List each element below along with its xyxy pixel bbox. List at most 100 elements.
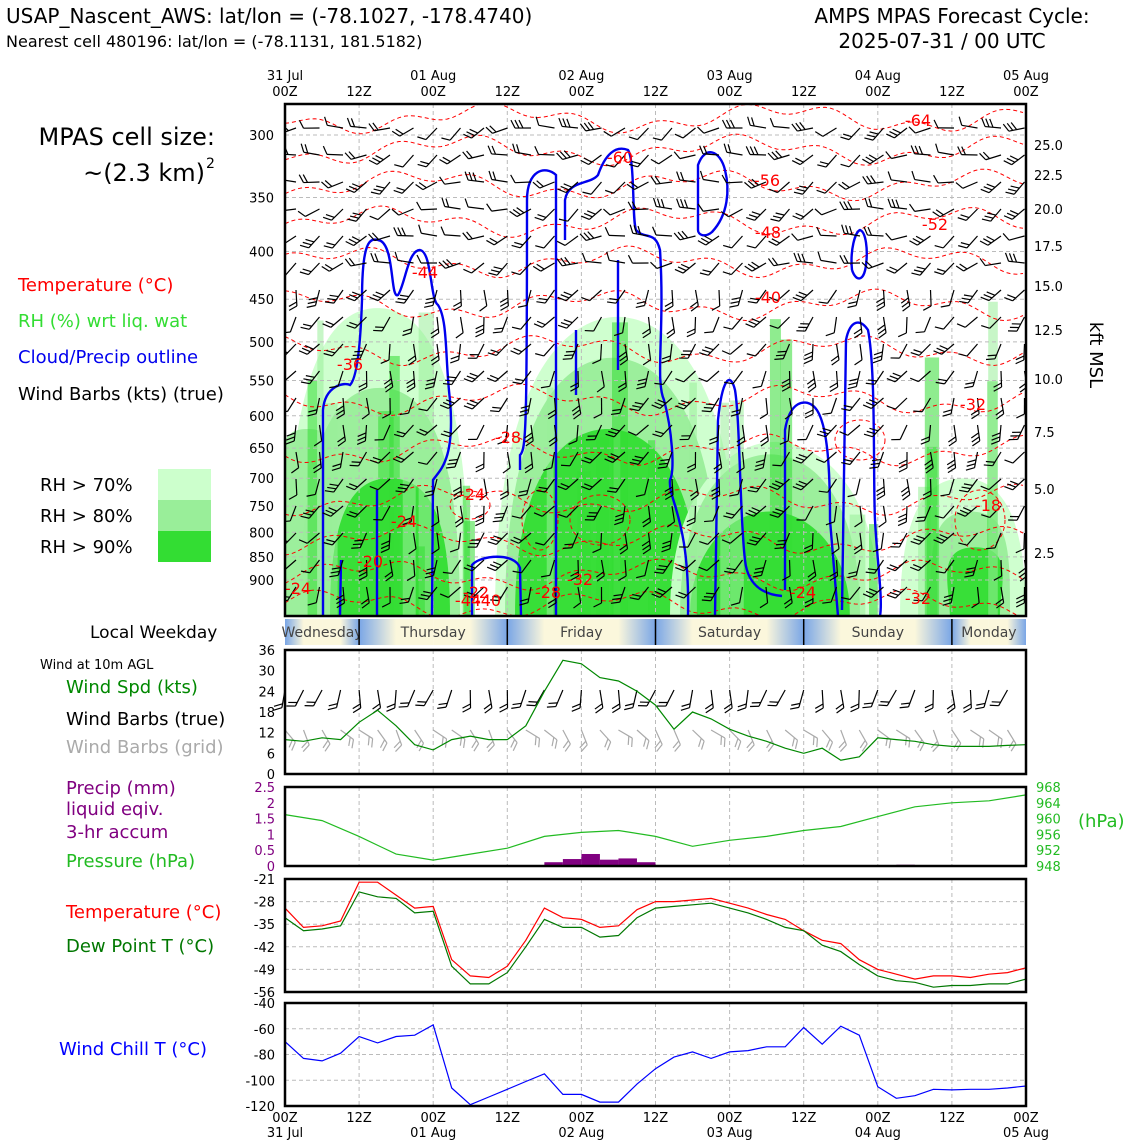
upper-wind-barb (511, 338, 531, 357)
upper-wind-barb (636, 288, 649, 309)
upper-wind-barb (488, 146, 508, 155)
surface-wind-barb-true (851, 690, 860, 712)
surface-wind-barb-true (790, 688, 804, 711)
legend-temperature: Temperature (°C) (17, 275, 173, 296)
surface-wind-barb-true (975, 688, 989, 711)
upper-wind-barb (664, 317, 675, 338)
upper-wind-barb (768, 255, 789, 266)
bottom-hour-label: 12Z (495, 1111, 521, 1126)
surface-wind-barb-true (399, 687, 415, 710)
upper-wind-barb (935, 312, 954, 332)
top-hour-label: 00Z (865, 85, 891, 100)
upper-wind-barb (347, 204, 366, 224)
temperature-contour-label: -24 (790, 583, 816, 602)
surface-wind-barb-true (351, 690, 361, 713)
upper-wind-barb (468, 340, 484, 361)
upper-wind-barb (299, 174, 319, 183)
surface-wind-barb-true (681, 689, 693, 712)
upper-wind-barb (276, 171, 297, 182)
surface-wind-barb-grid (759, 730, 775, 751)
y-tick-label: -49 (254, 963, 275, 978)
upper-wind-barb (869, 449, 883, 471)
upper-wind-barb (629, 225, 650, 236)
upper-wind-barb (981, 284, 1001, 303)
upper-wind-barb (746, 311, 766, 330)
surface-wind-barb-grid (966, 730, 987, 748)
y-tick-label: 2.5 (254, 781, 275, 796)
upper-wind-barb (911, 171, 932, 182)
temperature-contour-label: -36 (337, 355, 363, 374)
y-tick-label: -40 (254, 997, 275, 1012)
upper-wind-barb (276, 146, 296, 155)
y-tick-label: 1.5 (254, 813, 275, 828)
top-hour-label: 12Z (791, 85, 817, 100)
surface-wind-barb-grid (556, 730, 572, 751)
upper-wind-barb (679, 340, 695, 361)
upper-wind-barb (698, 229, 719, 247)
upper-wind-barb (746, 117, 767, 128)
upper-wind-barb (300, 231, 319, 251)
upper-wind-barb (475, 317, 484, 337)
pressure-tick-label: 948 (1036, 860, 1061, 875)
upper-wind-barb (817, 420, 836, 440)
upper-wind-barb (416, 175, 437, 192)
top-date-label: 02 Aug (558, 69, 604, 84)
bottom-hour-label: 00Z (865, 1111, 891, 1126)
surface-wind-barb-grid (463, 730, 480, 751)
upper-wind-barb (1003, 120, 1024, 132)
y-tick-label: 12 (258, 727, 275, 742)
upper-wind-barb (476, 452, 484, 472)
upper-wind-barb (934, 120, 954, 128)
upper-wind-barb (934, 174, 954, 183)
hpa-axis-label: (hPa) (1078, 811, 1125, 832)
upper-wind-barb (768, 147, 789, 160)
surface-wind-barb-true (547, 687, 563, 710)
rh-streak (925, 357, 939, 616)
upper-wind-barb (840, 123, 860, 143)
legend-rh: RH (%) wrt liq. wat (18, 311, 187, 332)
upper-wind-barb (323, 117, 344, 128)
pressure-tick-label: 960 (1036, 813, 1061, 828)
kft-tick-label: 10.0 (1034, 373, 1063, 388)
upper-wind-barb (910, 201, 931, 212)
upper-wind-barb (511, 144, 532, 155)
surface-wind-barb-grid (614, 730, 635, 747)
upper-wind-barb (394, 176, 414, 196)
surface-wind-barb-true (737, 689, 748, 712)
upper-wind-barb (1004, 446, 1024, 466)
upper-wind-barb (282, 314, 296, 336)
upper-wind-barb (876, 317, 887, 338)
upper-wind-barb (535, 117, 556, 128)
bottom-hour-label: 12Z (791, 1111, 817, 1126)
surface-wind-barb-grid (833, 730, 848, 752)
upper-wind-barb (1006, 177, 1025, 197)
upper-wind-barb (876, 290, 885, 310)
upper-wind-barb (439, 148, 460, 166)
upper-wind-barb (487, 201, 508, 212)
y-tick-label: 6 (267, 747, 275, 762)
surface-wind-barb-grid (355, 730, 376, 747)
y-tick-label: -100 (245, 1074, 275, 1089)
upper-wind-barb (676, 199, 697, 209)
upper-wind-barb (981, 118, 1002, 128)
upper-wind-barb (1016, 398, 1024, 418)
upper-wind-barb (723, 231, 742, 251)
upper-wind-barb (745, 256, 766, 273)
surface-wind-barb-true (328, 688, 341, 711)
upper-wind-barb (674, 228, 695, 241)
upper-wind-barb (490, 394, 507, 415)
upper-wind-barb (980, 147, 1001, 161)
forecast-cycle-label: AMPS MPAS Forecast Cycle: (814, 4, 1089, 28)
upper-wind-barb (724, 366, 742, 387)
bottom-date-label: 01 Aug (410, 1126, 456, 1140)
upper-wind-barb (346, 230, 367, 248)
wind-10m-title: Wind at 10m AGL (40, 658, 154, 673)
surface-wind-barb-true (386, 689, 396, 712)
wind-chill-panel: -120-100-80-60-40 (245, 997, 1026, 1115)
upper-wind-barb (697, 120, 719, 134)
upper-wind-barb (805, 371, 816, 392)
surface-wind-barb-grid (1001, 730, 1018, 751)
